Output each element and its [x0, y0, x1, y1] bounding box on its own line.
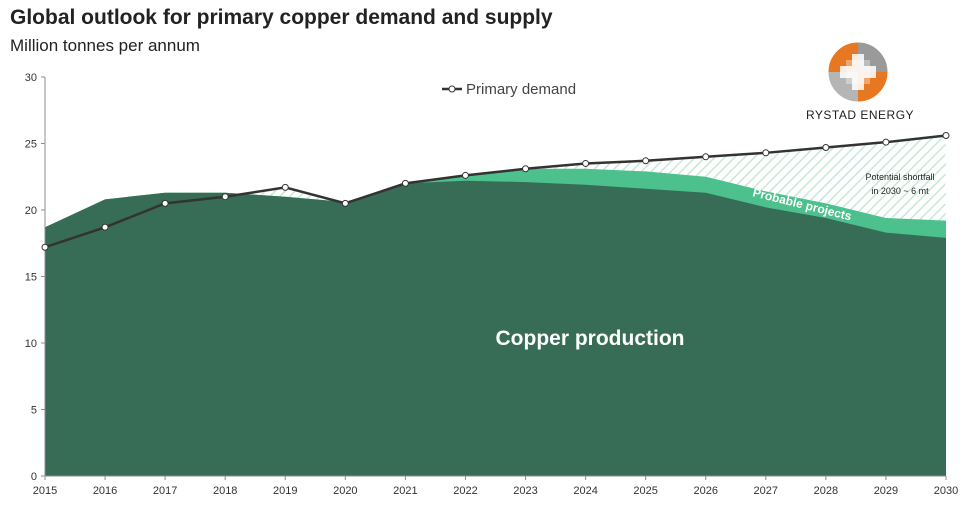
- x-tick-label: 2027: [754, 485, 778, 497]
- y-tick-label: 20: [25, 205, 37, 217]
- primary-demand-point: [221, 193, 229, 201]
- primary-demand-line: [44, 134, 947, 249]
- primary-demand-point: [582, 159, 590, 167]
- x-tick-label: 2029: [874, 485, 898, 497]
- shortfall-label-line2: in 2030 ~ 6 mt: [871, 186, 929, 196]
- x-tick-label: 2015: [33, 485, 57, 497]
- x-tick-label: 2030: [934, 485, 958, 497]
- primary-demand-point: [101, 223, 109, 231]
- x-tick-label: 2022: [453, 485, 477, 497]
- y-tick-label: 10: [25, 338, 37, 350]
- y-tick-label: 0: [31, 471, 37, 483]
- chart-subtitle: Million tonnes per annum: [10, 36, 200, 55]
- primary-demand-point: [822, 143, 830, 151]
- primary-demand-point: [281, 183, 289, 191]
- y-tick-label: 25: [25, 139, 37, 151]
- x-tick-label: 2024: [573, 485, 597, 497]
- x-tick-label: 2016: [93, 485, 117, 497]
- legend-marker: [448, 85, 456, 93]
- primary-demand-point: [341, 199, 349, 207]
- primary-demand-point: [882, 138, 890, 146]
- shortfall-label-line1: Potential shortfall: [865, 172, 934, 182]
- primary-demand-point: [762, 149, 770, 157]
- x-tick-label: 2023: [513, 485, 537, 497]
- primary-demand-point: [161, 199, 169, 207]
- x-tick-label: 2021: [393, 485, 417, 497]
- primary-demand-point: [642, 157, 650, 165]
- copper-production-label: Copper production: [496, 327, 685, 350]
- x-tick-label: 2028: [814, 485, 838, 497]
- primary-demand-point: [942, 132, 950, 140]
- y-tick-label: 15: [25, 272, 37, 284]
- primary-demand-point: [461, 171, 469, 179]
- shortfall-area: [45, 135, 946, 248]
- primary-demand-point: [522, 165, 530, 173]
- y-tick-label: 5: [31, 405, 37, 417]
- rystad-globe-icon: [827, 41, 889, 103]
- x-tick-label: 2017: [153, 485, 177, 497]
- x-tick-label: 2020: [333, 485, 357, 497]
- primary-demand-point: [41, 243, 49, 251]
- logo-label: RYSTAD ENERGY: [805, 108, 915, 122]
- primary-demand-point: [702, 153, 710, 161]
- primary-demand-point: [401, 179, 409, 187]
- y-tick-label: 30: [25, 72, 37, 84]
- x-tick-label: 2025: [633, 485, 657, 497]
- x-tick-label: 2019: [273, 485, 297, 497]
- copper-production-area: [45, 180, 946, 477]
- legend-label: Primary demand: [466, 81, 576, 98]
- x-tick-label: 2026: [693, 485, 717, 497]
- x-tick-label: 2018: [213, 485, 237, 497]
- chart-title: Global outlook for primary copper demand…: [10, 6, 553, 29]
